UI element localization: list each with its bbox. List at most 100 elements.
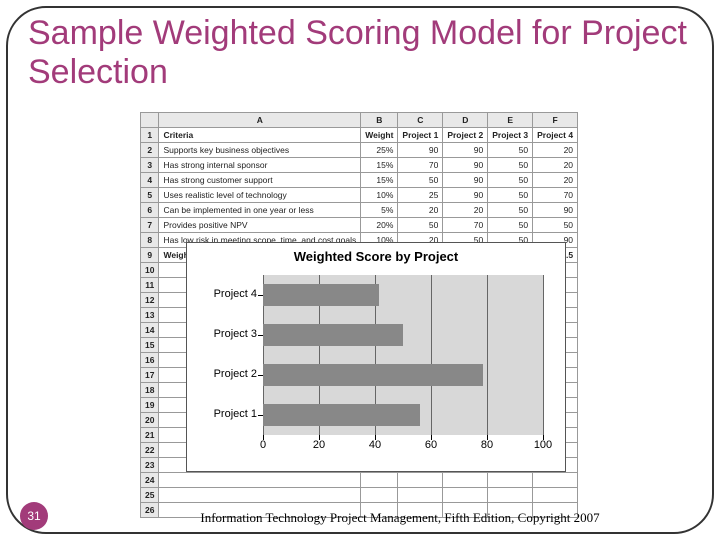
data-cell: 90 [533,203,578,218]
chart-x-label: 60 [416,439,446,451]
row-number: 4 [141,173,159,188]
header-cell: Project 4 [533,128,578,143]
data-cell: 20% [361,218,398,233]
row-number: 24 [141,473,159,488]
data-cell: 90 [398,143,443,158]
row-number: 2 [141,143,159,158]
data-cell: 50 [488,218,533,233]
data-cell: 90 [443,158,488,173]
header-cell: Project 3 [488,128,533,143]
chart-title: Weighted Score by Project [187,249,565,264]
row-number: 6 [141,203,159,218]
header-cell: Weight [361,128,398,143]
row-number: 15 [141,338,159,353]
row-label: Supports key business objectives [159,143,361,158]
row-number: 13 [141,308,159,323]
chart-bar [263,404,420,426]
chart-x-label: 0 [248,439,278,451]
row-label: Can be implemented in one year or less [159,203,361,218]
data-cell: 50 [488,203,533,218]
chart-x-label: 40 [360,439,390,451]
row-number: 19 [141,398,159,413]
row-number: 21 [141,428,159,443]
slide-title: Sample Weighted Scoring Model for Projec… [28,14,692,92]
chart-y-label: Project 3 [193,328,257,340]
data-cell: 50 [398,218,443,233]
empty-cell [443,473,488,488]
footer-text: Information Technology Project Managemen… [120,510,680,526]
data-cell: 20 [443,203,488,218]
row-label: Has strong customer support [159,173,361,188]
data-cell: 20 [533,143,578,158]
header-cell: Project 2 [443,128,488,143]
chart-bar [263,364,483,386]
row-number: 17 [141,368,159,383]
chart-x-label: 20 [304,439,334,451]
data-cell: 20 [533,173,578,188]
data-cell: 20 [398,203,443,218]
content-area: ABCDEF 1CriteriaWeightProject 1Project 2… [140,112,570,518]
data-cell: 5% [361,203,398,218]
data-cell: 20 [533,158,578,173]
chart-bar [263,324,403,346]
header-cell: Criteria [159,128,361,143]
row-number: 11 [141,278,159,293]
column-header: D [443,113,488,128]
gridline [543,275,544,435]
data-cell: 90 [443,143,488,158]
empty-cell [159,488,361,503]
data-cell: 90 [443,188,488,203]
chart-y-label: Project 4 [193,288,257,300]
data-cell: 50 [398,173,443,188]
data-cell: 70 [533,188,578,203]
chart-y-tick [258,415,263,416]
data-cell: 70 [443,218,488,233]
column-header: A [159,113,361,128]
empty-cell [488,473,533,488]
row-number: 20 [141,413,159,428]
gridline [487,275,488,435]
row-number: 16 [141,353,159,368]
corner-cell [141,113,159,128]
chart-bar [263,284,379,306]
chart-x-label: 80 [472,439,502,451]
row-number: 8 [141,233,159,248]
data-cell: 50 [488,143,533,158]
data-cell: 25 [398,188,443,203]
data-cell: 90 [443,173,488,188]
empty-cell [488,488,533,503]
header-cell: Project 1 [398,128,443,143]
gridline [431,275,432,435]
chart-x-label: 100 [528,439,558,451]
empty-cell [533,488,578,503]
row-number: 18 [141,383,159,398]
data-cell: 70 [398,158,443,173]
empty-cell [398,473,443,488]
row-number: 7 [141,218,159,233]
chart-plot-area [263,275,543,435]
column-header: B [361,113,398,128]
empty-cell [159,473,361,488]
column-header: F [533,113,578,128]
row-number: 3 [141,158,159,173]
row-number: 14 [141,323,159,338]
chart-y-label: Project 2 [193,368,257,380]
chart-y-tick [258,375,263,376]
data-cell: 50 [488,173,533,188]
data-cell: 50 [488,188,533,203]
column-header: E [488,113,533,128]
data-cell: 50 [488,158,533,173]
column-header: C [398,113,443,128]
empty-cell [398,488,443,503]
data-cell: 25% [361,143,398,158]
row-number: 22 [141,443,159,458]
data-cell: 10% [361,188,398,203]
row-number: 10 [141,263,159,278]
chart-y-label: Project 1 [193,408,257,420]
chart-y-tick [258,295,263,296]
data-cell: 50 [533,218,578,233]
chart-container: Weighted Score by Project Project 4 Proje… [186,242,566,472]
row-number: 5 [141,188,159,203]
row-number: 25 [141,488,159,503]
data-cell: 15% [361,158,398,173]
